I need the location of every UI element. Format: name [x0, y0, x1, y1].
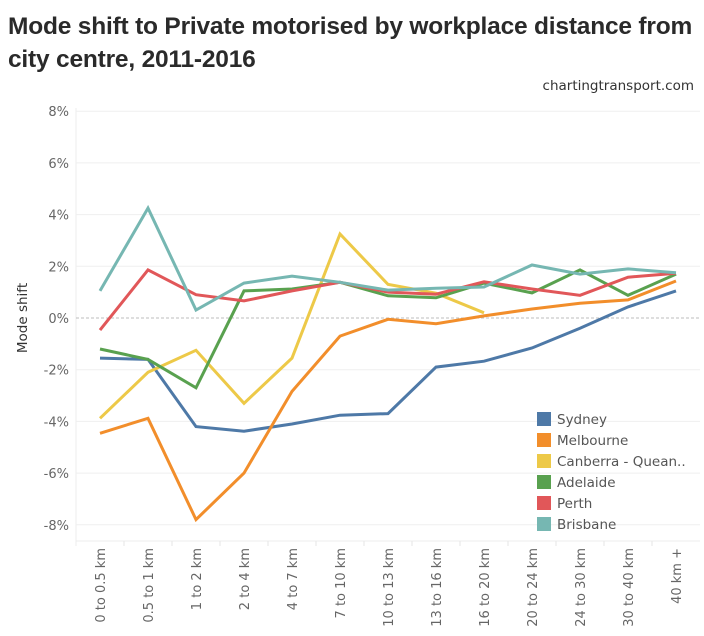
y-tick-label: -4%: [44, 415, 69, 430]
x-tick-label: 30 to 40 km: [622, 548, 637, 627]
x-tick-label: 4 to 7 km: [286, 548, 301, 610]
x-tick-label: 13 to 16 km: [430, 548, 445, 627]
x-tick-label: 24 to 30 km: [574, 548, 589, 627]
y-tick-label: -6%: [44, 467, 69, 482]
y-tick-label: 0%: [48, 312, 69, 327]
legend-swatch: [537, 496, 551, 510]
x-tick-label: 0 to 0.5 km: [94, 548, 109, 623]
legend-swatch: [537, 412, 551, 426]
x-axis-ticks: 0 to 0.5 km 0.5 to 1 km 1 to 2 km 2 to 4 km…: [94, 548, 685, 627]
y-axis-ticks: 8% 6% 4% 2% 0% -2% -4% -6% -8%: [44, 105, 69, 534]
y-tick-label: 2%: [48, 260, 69, 275]
x-tick-label: 0.5 to 1 km: [142, 548, 157, 623]
y-tick-label: 8%: [48, 105, 69, 120]
legend-swatch: [537, 433, 551, 447]
legend: Sydney Melbourne Canberra - Quean.. Adelaid…: [537, 412, 686, 533]
y-tick-label: 4%: [48, 209, 69, 224]
series-line-adelaide: [99, 268, 677, 390]
y-tick-label: -8%: [44, 519, 69, 534]
source-credit: chartingtransport.com: [542, 78, 694, 94]
legend-label: Brisbane: [557, 517, 616, 533]
legend-swatch: [537, 454, 551, 468]
legend-label: Adelaide: [557, 475, 616, 491]
legend-item-melbourne: Melbourne: [537, 433, 628, 449]
legend-label: Perth: [557, 496, 592, 512]
y-axis-label: Mode shift: [15, 283, 31, 353]
y-tick-label: -2%: [44, 364, 69, 379]
series-lines: [98, 204, 677, 523]
x-tick-label: 7 to 10 km: [334, 548, 349, 618]
legend-item-canberra-quean: Canberra - Quean..: [537, 454, 686, 470]
legend-item-brisbane: Brisbane: [537, 517, 616, 533]
x-tick-label: 1 to 2 km: [190, 548, 205, 610]
legend-label: Sydney: [557, 412, 607, 428]
legend-item-adelaide: Adelaide: [537, 475, 616, 491]
x-tick-label: 40 km +: [670, 548, 685, 604]
x-tick-label: 16 to 20 km: [478, 548, 493, 627]
x-category-dividers: [123, 541, 653, 546]
series-line-brisbane: [98, 204, 677, 313]
chart-title: Mode shift to Private motorised by workp…: [8, 13, 693, 73]
x-tick-label: 20 to 24 km: [526, 548, 541, 627]
legend-item-perth: Perth: [537, 496, 592, 512]
legend-item-sydney: Sydney: [537, 412, 607, 428]
series-line-perth: [98, 268, 677, 332]
y-tick-label: 6%: [48, 157, 69, 172]
legend-label: Canberra - Quean..: [557, 454, 686, 470]
series-line-sydney: [99, 289, 677, 433]
series-line-melbourne: [99, 279, 677, 523]
legend-swatch: [537, 517, 551, 531]
x-tick-label: 10 to 13 km: [382, 548, 397, 627]
legend-label: Melbourne: [557, 433, 628, 449]
x-tick-label: 2 to 4 km: [238, 548, 253, 610]
legend-swatch: [537, 475, 551, 489]
